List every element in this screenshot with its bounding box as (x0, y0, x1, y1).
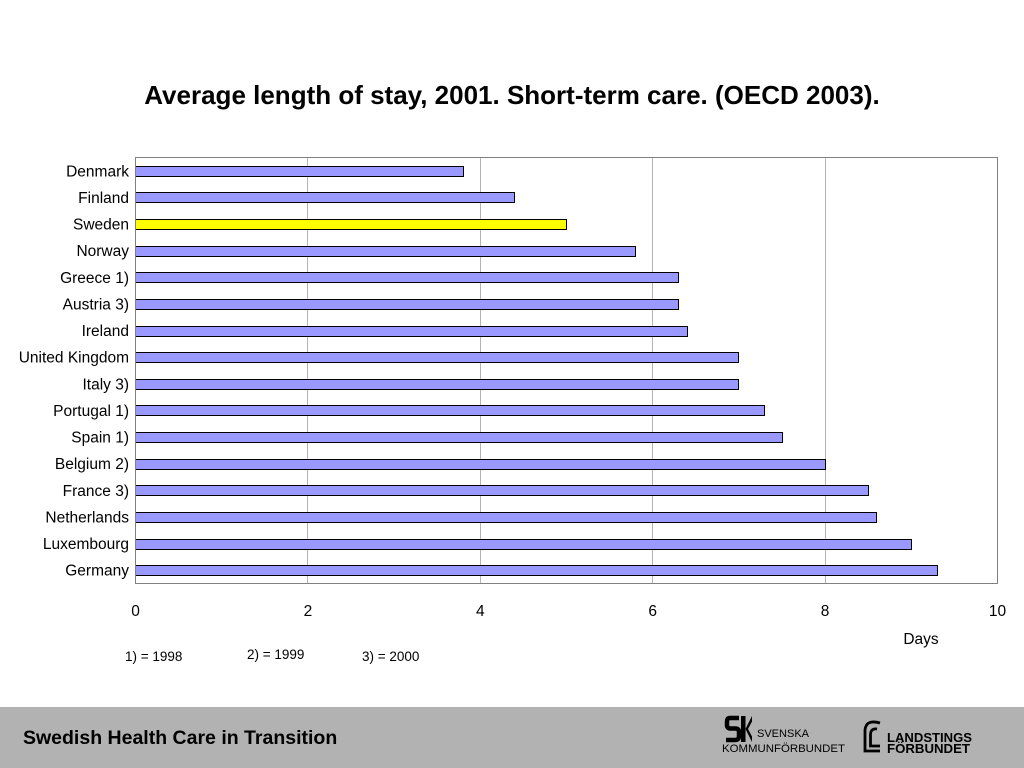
category-label: Spain 1) (71, 430, 129, 447)
chart-title: Average length of stay, 2001. Short-term… (144, 80, 880, 110)
plot-border (135, 157, 998, 584)
bar-luxembourg (135, 539, 912, 550)
x-axis-title: Days (903, 631, 939, 648)
svenska-kommunforbundet-logo: SVENSKA KOMMUNFÖRBUNDET (722, 715, 845, 755)
category-label: Ireland (82, 323, 129, 340)
x-tick-label: 6 (648, 603, 657, 620)
category-label: Italy 3) (82, 376, 129, 393)
category-label: Sweden (73, 217, 129, 234)
bar-united-kingdom (135, 352, 739, 363)
category-label: Austria 3) (63, 296, 129, 313)
category-label: France 3) (63, 483, 129, 500)
bar-netherlands (135, 512, 877, 523)
lf-logo-mark-outer (863, 720, 881, 753)
category-label: Netherlands (45, 509, 129, 526)
bars (135, 166, 938, 576)
footnote-2: 2) = 1999 (247, 647, 305, 662)
bar-austria-3 (135, 299, 679, 310)
bar-sweden (135, 219, 567, 230)
value-axis-labels: 0 2 4 6 8 10 (131, 603, 1006, 620)
category-label: Greece 1) (60, 270, 129, 287)
category-label: Norway (76, 243, 129, 260)
category-label: Finland (78, 190, 129, 207)
lf-logo-mark-inner (869, 727, 880, 748)
x-tick-label: 8 (821, 603, 830, 620)
category-label: Germany (65, 563, 129, 580)
bar-greece-1 (135, 272, 679, 283)
category-axis-labels: Denmark Finland Sweden Norway Greece 1) Austr… (19, 163, 130, 579)
sk-logo-diagonal (745, 716, 752, 742)
bar-denmark (135, 166, 464, 177)
category-label: Belgium 2) (55, 456, 129, 473)
x-tick-label: 2 (304, 603, 313, 620)
footnote-3: 3) = 2000 (362, 649, 420, 664)
bar-belgium-2 (135, 459, 826, 470)
logo-text-kommunforbundet: KOMMUNFÖRBUNDET (722, 743, 845, 755)
bar-spain-1 (135, 432, 783, 443)
category-label: Portugal 1) (53, 403, 129, 420)
logo-text-forbundet: FÖRBUNDET (887, 741, 970, 756)
bar-finland (135, 192, 515, 203)
category-label: Luxembourg (43, 536, 129, 553)
footer-logos: SVENSKA KOMMUNFÖRBUNDET LANDSTINGS FÖRBU… (722, 715, 972, 756)
x-tick-label: 10 (989, 603, 1007, 620)
logo-text-landstings: LANDSTINGS (887, 731, 972, 745)
bar-italy-3 (135, 379, 739, 390)
bar-portugal-1 (135, 405, 765, 416)
footer-band: Swedish Health Care in Transition SVENSK… (0, 707, 1024, 768)
sk-logo-bar (741, 716, 746, 742)
sk-logo-mark (724, 715, 742, 743)
bar-norway (135, 246, 636, 257)
bar-germany (135, 565, 938, 576)
x-tick-label: 4 (476, 603, 485, 620)
landstingsforbundet-logo: LANDSTINGS FÖRBUNDET (863, 720, 972, 756)
logo-text-svenska: SVENSKA (757, 728, 810, 740)
footnote-1: 1) = 1998 (125, 649, 183, 664)
footer-title: Swedish Health Care in Transition (23, 727, 338, 749)
category-label: United Kingdom (19, 350, 129, 367)
bar-france-3 (135, 485, 869, 496)
bar-ireland (135, 326, 688, 337)
category-label: Denmark (66, 163, 129, 180)
x-tick-label: 0 (131, 603, 140, 620)
